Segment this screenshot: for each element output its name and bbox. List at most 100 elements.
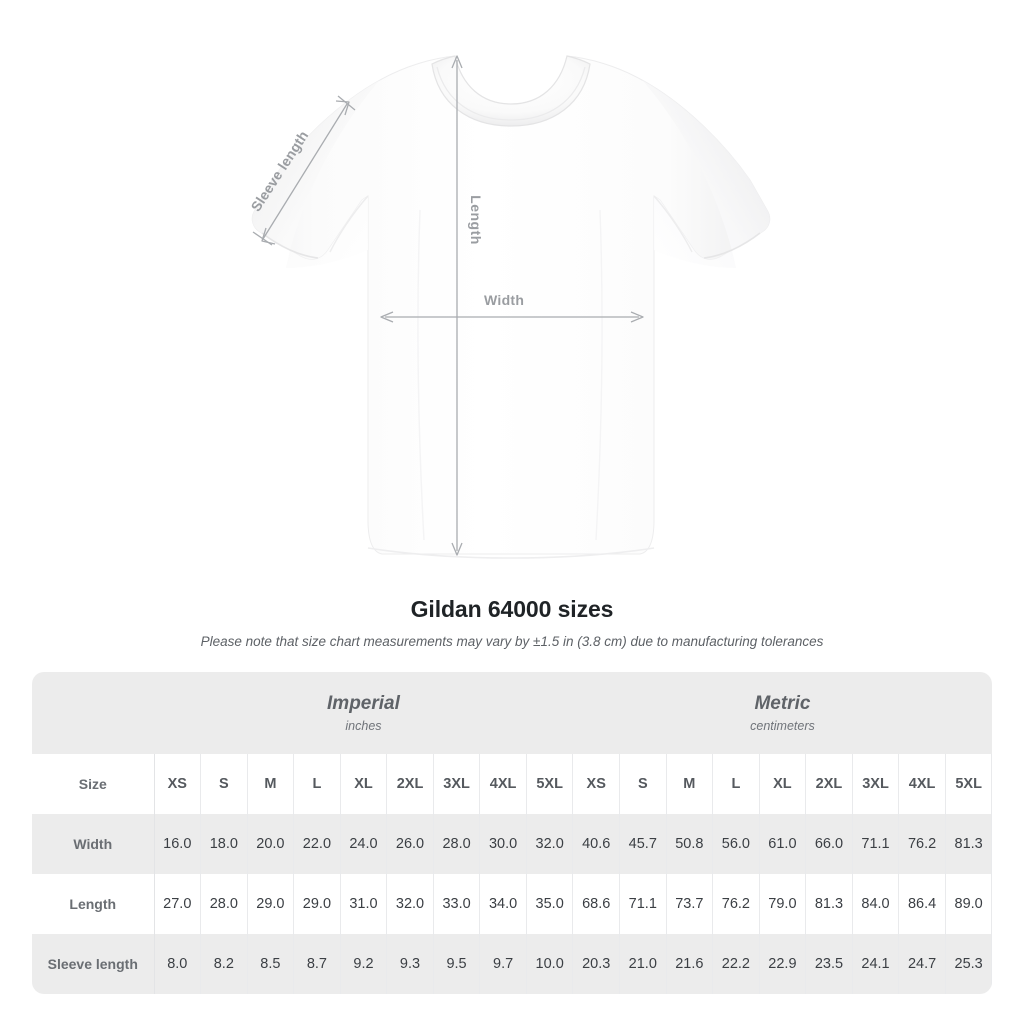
cell-sleeve-length-metric-l: 22.2 — [712, 934, 760, 994]
cell-sleeve-length-metric-4xl: 24.7 — [898, 934, 946, 994]
cell-width-imperial-l: 22.0 — [293, 814, 341, 874]
width-arrow — [380, 311, 644, 323]
cell-sleeve-length-metric-3xl: 24.1 — [852, 934, 900, 994]
tolerance-note: Please note that size chart measurements… — [200, 634, 824, 649]
size-header-imperial-4xl: 4XL — [479, 754, 527, 814]
cell-length-metric-3xl: 84.0 — [852, 874, 900, 934]
group-title-metric: Metric — [754, 693, 811, 715]
cell-length-imperial-xl: 31.0 — [340, 874, 388, 934]
size-header-metric-5xl: 5XL — [945, 754, 992, 814]
size-header-metric-xs: XS — [572, 754, 620, 814]
measurement-arrows — [252, 55, 644, 556]
size-header-imperial-l: L — [293, 754, 341, 814]
cell-width-metric-2xl: 66.0 — [805, 814, 853, 874]
size-header-metric-s: S — [619, 754, 667, 814]
size-header-metric-2xl: 2XL — [805, 754, 853, 814]
cell-length-imperial-m: 29.0 — [247, 874, 295, 934]
size-header-imperial-xl: XL — [340, 754, 388, 814]
cell-width-imperial-2xl: 26.0 — [386, 814, 434, 874]
tshirt-illustration — [251, 55, 771, 559]
cell-length-metric-m: 73.7 — [666, 874, 714, 934]
tshirt-diagram: Sleeve length Length Width — [247, 55, 771, 559]
cell-sleeve-length-imperial-2xl: 9.3 — [386, 934, 434, 994]
group-sub-metric: centimeters — [750, 718, 815, 733]
cell-sleeve-length-metric-xl: 22.9 — [759, 934, 807, 994]
cell-width-metric-xl: 61.0 — [759, 814, 807, 874]
cell-width-metric-xs: 40.6 — [572, 814, 620, 874]
table-row: Width 16.0 18.0 20.0 22.0 24.0 26.0 28.0 30.0 32.… — [32, 814, 992, 874]
size-header-metric-3xl: 3XL — [852, 754, 900, 814]
cell-sleeve-length-metric-xs: 20.3 — [572, 934, 620, 994]
length-label: Length — [467, 195, 484, 245]
group-title-imperial: Imperial — [327, 693, 400, 715]
cell-width-metric-s: 45.7 — [619, 814, 667, 874]
size-header-imperial-2xl: 2XL — [386, 754, 434, 814]
shirt-shape — [251, 55, 771, 559]
cell-length-metric-4xl: 86.4 — [898, 874, 946, 934]
cell-width-imperial-xl: 24.0 — [340, 814, 388, 874]
group-header-metric: Metric centimeters — [572, 672, 992, 754]
size-header-metric-m: M — [666, 754, 714, 814]
width-label: Width — [484, 292, 525, 308]
cell-width-imperial-m: 20.0 — [247, 814, 295, 874]
size-header-label: Size — [32, 754, 155, 814]
cell-sleeve-length-imperial-4xl: 9.7 — [479, 934, 527, 994]
cell-length-metric-s: 71.1 — [619, 874, 667, 934]
cell-width-metric-4xl: 76.2 — [898, 814, 946, 874]
cell-length-imperial-2xl: 32.0 — [386, 874, 434, 934]
cell-length-metric-l: 76.2 — [712, 874, 760, 934]
row-label-sleeve-length: Sleeve length — [32, 934, 155, 994]
size-header-imperial-s: S — [200, 754, 248, 814]
cell-sleeve-length-imperial-xs: 8.0 — [154, 934, 202, 994]
cell-length-metric-2xl: 81.3 — [805, 874, 853, 934]
cell-sleeve-length-imperial-xl: 9.2 — [340, 934, 388, 994]
size-header-imperial-5xl: 5XL — [526, 754, 574, 814]
cell-sleeve-length-metric-s: 21.0 — [619, 934, 667, 994]
cell-sleeve-length-metric-5xl: 25.3 — [945, 934, 992, 994]
size-header-imperial-3xl: 3XL — [433, 754, 481, 814]
cell-sleeve-length-imperial-l: 8.7 — [293, 934, 341, 994]
cell-width-imperial-5xl: 32.0 — [526, 814, 574, 874]
cell-sleeve-length-metric-2xl: 23.5 — [805, 934, 853, 994]
cell-width-imperial-4xl: 30.0 — [479, 814, 527, 874]
group-header-row: Imperial inches Metric centimeters — [32, 672, 992, 754]
table-row: Length 27.0 28.0 29.0 29.0 31.0 32.0 33.0 34.0 35… — [32, 874, 992, 934]
size-header-metric-4xl: 4XL — [898, 754, 946, 814]
cell-sleeve-length-imperial-5xl: 10.0 — [526, 934, 574, 994]
table-row: Sleeve length 8.0 8.2 8.5 8.7 9.2 9.3 9.5 9.7 10.… — [32, 934, 992, 994]
row-label-length: Length — [32, 874, 155, 934]
size-header-metric-l: L — [712, 754, 760, 814]
size-header-metric-xl: XL — [759, 754, 807, 814]
cell-sleeve-length-metric-m: 21.6 — [666, 934, 714, 994]
cell-width-imperial-s: 18.0 — [200, 814, 248, 874]
size-header-imperial-m: M — [247, 754, 295, 814]
cell-width-imperial-xs: 16.0 — [154, 814, 202, 874]
group-sub-imperial: inches — [345, 718, 382, 733]
cell-length-metric-5xl: 89.0 — [945, 874, 992, 934]
cell-length-imperial-4xl: 34.0 — [479, 874, 527, 934]
cell-length-imperial-xs: 27.0 — [154, 874, 202, 934]
cell-sleeve-length-imperial-3xl: 9.5 — [433, 934, 481, 994]
cell-sleeve-length-imperial-m: 8.5 — [247, 934, 295, 994]
size-header-imperial-xs: XS — [154, 754, 202, 814]
cell-length-metric-xl: 79.0 — [759, 874, 807, 934]
row-label-width: Width — [32, 814, 155, 874]
chart-caption: Gildan 64000 sizes Please note that size… — [0, 596, 1024, 649]
cell-width-imperial-3xl: 28.0 — [433, 814, 481, 874]
group-header-imperial: Imperial inches — [154, 672, 573, 754]
cell-width-metric-m: 50.8 — [666, 814, 714, 874]
page-title: Gildan 64000 sizes — [410, 596, 614, 622]
cell-length-imperial-3xl: 33.0 — [433, 874, 481, 934]
group-header-spacer — [32, 672, 154, 754]
cell-length-imperial-l: 29.0 — [293, 874, 341, 934]
size-chart-table: Imperial inches Metric centimeters Size XS S M L… — [32, 672, 992, 994]
cell-sleeve-length-imperial-s: 8.2 — [200, 934, 248, 994]
cell-width-metric-l: 56.0 — [712, 814, 760, 874]
cell-length-metric-xs: 68.6 — [572, 874, 620, 934]
sleeve-length-arrow — [252, 95, 356, 246]
length-arrow — [451, 55, 463, 556]
cell-width-metric-3xl: 71.1 — [852, 814, 900, 874]
cell-width-metric-5xl: 81.3 — [945, 814, 992, 874]
cell-length-imperial-s: 28.0 — [200, 874, 248, 934]
cell-length-imperial-5xl: 35.0 — [526, 874, 574, 934]
